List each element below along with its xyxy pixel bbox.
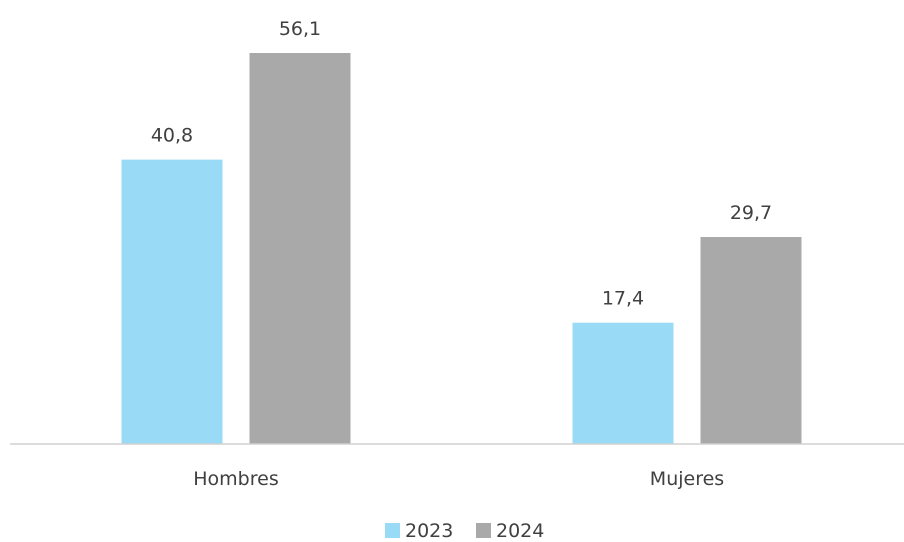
data-label-mujeres-2024: 29,7	[730, 202, 772, 224]
legend: 2023 2024	[385, 520, 544, 542]
legend-label-2024: 2024	[496, 520, 544, 542]
category-label-hombres: Hombres	[193, 468, 278, 490]
legend-swatch-2024	[476, 523, 491, 538]
labels-layer: 40,8 56,1 Hombres 17,4 29,7 Mujeres	[151, 18, 772, 490]
data-label-mujeres-2023: 17,4	[602, 288, 644, 310]
category-label-mujeres: Mujeres	[650, 468, 724, 490]
bars-layer	[121, 53, 802, 445]
data-label-hombres-2024: 56,1	[279, 18, 321, 40]
legend-label-2023: 2023	[405, 520, 453, 542]
bar-mujeres-2023	[572, 322, 674, 444]
bar-mujeres-2024	[700, 237, 802, 444]
legend-swatch-2023	[385, 523, 400, 538]
bar-hombres-2023	[121, 159, 223, 445]
data-label-hombres-2023: 40,8	[151, 125, 193, 147]
bar-hombres-2024	[249, 53, 351, 444]
